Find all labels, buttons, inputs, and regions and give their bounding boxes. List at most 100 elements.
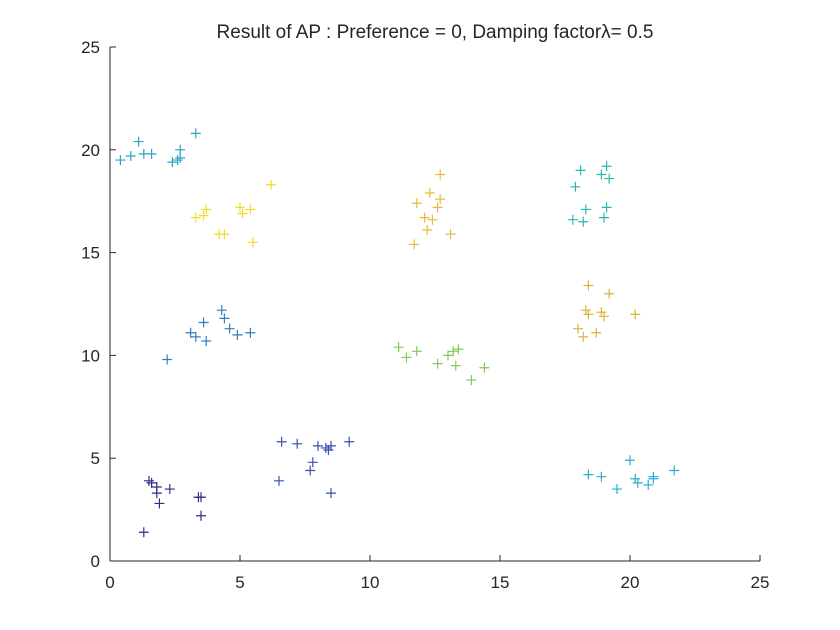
y-tick-label: 20	[81, 141, 100, 160]
series-1	[138, 475, 206, 538]
data-point	[573, 323, 583, 334]
data-point	[432, 358, 443, 369]
data-point	[435, 194, 446, 205]
series-5	[583, 455, 680, 495]
data-point	[599, 311, 609, 322]
axes: 0 5 10 15 20 25 0 5 10 15 20 25	[81, 38, 769, 592]
data-point	[596, 471, 607, 482]
data-point	[578, 331, 589, 342]
data-point	[162, 354, 173, 365]
data-point	[630, 473, 641, 484]
data-point	[151, 488, 162, 499]
x-tick-label: 5	[235, 573, 244, 592]
data-point	[567, 214, 578, 225]
data-point	[596, 307, 607, 318]
data-point	[125, 150, 136, 161]
data-point	[453, 344, 464, 355]
x-tick-label: 0	[105, 573, 114, 592]
data-point	[185, 327, 196, 338]
series-9	[409, 169, 456, 250]
data-point	[393, 342, 404, 353]
y-tick-label: 15	[81, 244, 100, 263]
data-point	[612, 484, 622, 495]
x-tick-label: 10	[361, 573, 380, 592]
data-point	[599, 212, 609, 223]
data-point	[669, 465, 680, 476]
data-point	[190, 212, 201, 223]
data-point	[630, 309, 641, 320]
data-point	[427, 214, 438, 225]
data-point	[580, 305, 591, 316]
data-point	[432, 202, 443, 213]
series-2	[274, 436, 355, 499]
data-point	[580, 204, 591, 215]
data-point	[201, 336, 212, 347]
data-point	[632, 477, 643, 488]
y-tick-label: 5	[91, 449, 100, 468]
data-point	[596, 169, 607, 180]
data-point	[201, 204, 212, 215]
data-point	[172, 155, 183, 166]
data-point	[448, 346, 459, 357]
data-point	[276, 436, 287, 447]
data-point	[175, 153, 186, 164]
data-point	[266, 179, 277, 190]
data-point	[625, 455, 635, 466]
data-point	[409, 239, 420, 250]
data-point	[591, 327, 602, 338]
data-point	[224, 323, 235, 334]
data-point	[604, 288, 615, 299]
data-point	[305, 465, 316, 476]
data-point	[190, 331, 201, 342]
chart-title: Result of AP : Preference = 0, Damping f…	[217, 22, 654, 43]
data-point	[570, 181, 581, 192]
data-point	[146, 148, 157, 159]
series-6	[567, 161, 615, 227]
data-point	[245, 327, 256, 338]
data-point	[292, 438, 303, 449]
series-7	[393, 342, 490, 386]
y-tick-label: 25	[81, 38, 100, 57]
data-point	[190, 128, 201, 139]
data-point	[411, 198, 422, 209]
series-3	[162, 305, 256, 365]
data-point	[146, 477, 157, 488]
data-point	[466, 375, 477, 386]
data-point	[601, 202, 612, 213]
data-point	[313, 440, 323, 451]
data-point	[583, 309, 594, 320]
data-point	[443, 350, 453, 361]
data-point	[235, 202, 245, 213]
data-point	[583, 469, 594, 480]
data-point	[198, 317, 209, 328]
data-point	[245, 204, 256, 215]
scatter-points	[115, 128, 680, 538]
data-point	[164, 484, 175, 495]
x-tick-label: 25	[751, 573, 770, 592]
data-point	[167, 157, 178, 168]
data-point	[323, 444, 334, 455]
data-point	[154, 498, 165, 509]
data-point	[435, 169, 446, 180]
x-tick-label: 15	[491, 573, 510, 592]
data-point	[144, 475, 154, 486]
series-10	[190, 179, 277, 248]
series-4	[115, 128, 201, 168]
data-point	[115, 155, 126, 166]
data-point	[575, 165, 586, 176]
data-point	[133, 136, 144, 147]
data-point	[344, 436, 355, 447]
data-point	[196, 492, 206, 503]
data-point	[274, 475, 284, 486]
data-point	[237, 208, 248, 219]
data-point	[424, 187, 435, 198]
data-point	[326, 488, 336, 499]
data-point	[248, 237, 258, 248]
y-tick-label: 10	[81, 346, 100, 365]
data-point	[583, 280, 594, 291]
data-point	[138, 527, 149, 538]
data-point	[422, 224, 433, 235]
data-point	[216, 305, 227, 316]
data-point	[411, 346, 422, 357]
data-point	[401, 352, 412, 363]
